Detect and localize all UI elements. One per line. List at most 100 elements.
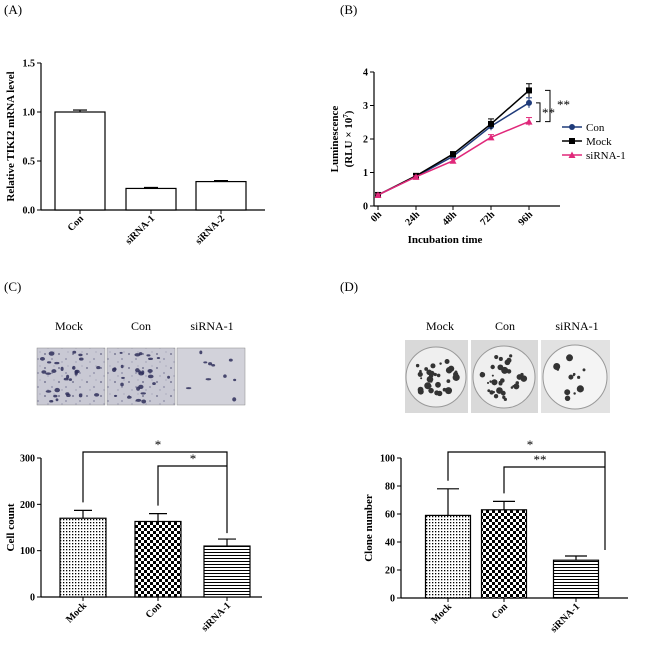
data-point — [525, 118, 533, 125]
y-tick-label: 0 — [390, 594, 395, 605]
legend-label: Mock — [586, 136, 612, 148]
colony — [430, 363, 436, 369]
colony — [506, 369, 510, 373]
stained-cell — [135, 368, 140, 373]
colony — [503, 397, 507, 401]
stained-cell — [79, 357, 84, 361]
stained-cell — [208, 362, 213, 366]
stained-cell — [232, 397, 237, 402]
colony — [428, 376, 431, 379]
significance-bracket — [545, 89, 551, 123]
colony — [510, 386, 514, 389]
x-axis-title: Incubation time — [408, 234, 483, 246]
significance-label: ** — [542, 105, 555, 120]
bar — [134, 520, 182, 598]
y-tick-label: 2 — [363, 135, 368, 146]
colony — [454, 370, 458, 374]
colony — [566, 354, 573, 362]
chart-b: 0 1 2 3 4 0h 24h 48h 72h 96h Incubation time Lumine… — [329, 68, 626, 247]
stained-cell — [140, 392, 146, 395]
stained-cell — [156, 356, 161, 359]
y-tick-label: 1.5 — [23, 59, 36, 70]
photo-strip-d: Mock Con siRNA-1 — [405, 319, 610, 413]
stained-cell — [41, 370, 47, 374]
colony — [513, 383, 520, 390]
colony-spots — [415, 354, 586, 402]
bar — [59, 517, 107, 598]
colony — [433, 372, 437, 377]
stained-cell — [223, 374, 227, 378]
photo-label-con-c: Con — [131, 319, 151, 333]
colony — [490, 364, 495, 370]
colony — [445, 387, 453, 395]
x-tick-label: 24h — [403, 209, 422, 228]
colony — [436, 390, 443, 397]
significance-label: * — [155, 437, 162, 452]
colony — [415, 363, 420, 368]
colony — [452, 373, 460, 381]
x-tick-label: Mock — [64, 600, 89, 625]
colony — [509, 354, 513, 358]
colony — [444, 358, 450, 364]
data-point — [487, 133, 495, 141]
photo-label-sirna-c: siRNA-1 — [190, 319, 233, 333]
photo-strip-c: Mock Con siRNA-1 — [36, 319, 246, 406]
stained-cell — [51, 369, 57, 373]
bar — [125, 187, 177, 211]
colony — [564, 395, 571, 402]
y-tick-label: 40 — [385, 538, 395, 549]
colony — [520, 375, 528, 382]
transwell-image-con — [106, 347, 176, 406]
x-tick-label: 0h — [369, 209, 385, 225]
panel-label-c: (C) — [4, 279, 21, 294]
colony — [417, 371, 423, 377]
significance-label: * — [190, 451, 197, 466]
colony — [491, 374, 494, 377]
stained-cell — [148, 357, 154, 361]
stained-cell — [120, 364, 124, 369]
stained-cell — [147, 374, 154, 379]
stained-cell — [146, 354, 151, 357]
data-point — [450, 151, 456, 158]
stained-cell — [185, 387, 192, 390]
significance-label: ** — [534, 452, 547, 467]
y-tick-label: 0 — [363, 202, 368, 213]
x-tick-label: Con — [66, 213, 87, 234]
bar — [203, 545, 251, 598]
stained-cell — [68, 378, 73, 381]
significance-label: * — [527, 437, 534, 452]
data-point — [526, 99, 532, 106]
stained-cell — [135, 398, 142, 402]
x-tick-label: 48h — [440, 209, 459, 228]
colony — [564, 389, 571, 396]
stained-cell — [39, 357, 45, 361]
stained-cell — [152, 382, 156, 386]
y-axis-unit: (RLU × 107) — [342, 110, 355, 167]
significance-bracket — [447, 451, 606, 550]
colony — [426, 369, 432, 376]
colony — [420, 377, 423, 380]
significance-bracket — [503, 466, 605, 494]
legend-marker — [569, 124, 575, 130]
stained-cell — [205, 378, 212, 381]
y-tick-label: 200 — [20, 500, 35, 511]
stained-cell — [45, 390, 52, 393]
colony — [436, 373, 441, 378]
stained-cell — [63, 377, 69, 381]
data-point — [374, 191, 382, 198]
x-tick-label: siRNA-1 — [199, 600, 233, 634]
colony — [576, 385, 584, 393]
colony — [493, 394, 499, 399]
colony — [582, 368, 586, 372]
stained-cell — [54, 387, 60, 393]
stained-cell — [119, 351, 123, 354]
stained-cell — [72, 365, 76, 370]
colony — [520, 372, 524, 377]
colony — [573, 392, 576, 395]
stained-cell — [120, 382, 124, 387]
y-tick-label: 4 — [363, 68, 368, 79]
colony — [496, 387, 503, 394]
stained-cell — [96, 365, 101, 370]
stained-cell — [203, 361, 208, 364]
panel-label-d: (D) — [340, 279, 358, 294]
